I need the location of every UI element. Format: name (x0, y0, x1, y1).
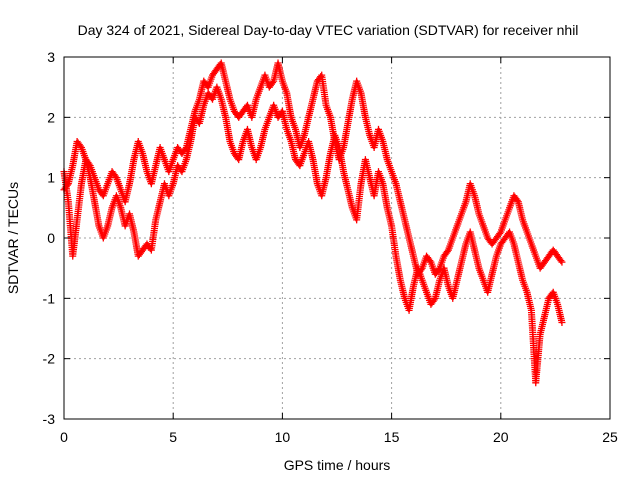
ticks: 0 5 10 15 20 25 -3 -2 -1 0 1 2 3 (43, 49, 618, 445)
data-point (269, 79, 277, 87)
y-tick-label: 1 (47, 170, 55, 186)
x-tick-label: 20 (493, 429, 509, 445)
data-point (76, 142, 84, 150)
data-point (426, 257, 434, 265)
x-axis-label: GPS time / hours (284, 457, 391, 473)
y-tick-label: -3 (43, 411, 56, 427)
y-tick-label: -2 (43, 351, 56, 367)
data-point (496, 229, 504, 237)
data-point (558, 318, 566, 326)
y-tick-label: -1 (43, 290, 56, 306)
chart-title: Day 324 of 2021, Sidereal Day-to-day VTE… (78, 22, 579, 38)
data-points (60, 59, 566, 387)
x-tick-label: 5 (169, 429, 177, 445)
series-2 (60, 83, 566, 387)
x-tick-label: 25 (602, 429, 618, 445)
x-tick-label: 0 (60, 429, 68, 445)
y-tick-label: 0 (47, 230, 55, 246)
x-tick-label: 15 (384, 429, 400, 445)
y-tick-label: 2 (47, 109, 55, 125)
data-point (513, 196, 521, 204)
data-point (430, 296, 438, 304)
x-tick-label: 10 (275, 429, 291, 445)
plot-frame (63, 56, 611, 420)
y-tick-label: 3 (47, 49, 55, 65)
data-point (558, 258, 566, 266)
data-point (557, 257, 565, 265)
y-axis-label: SDTVAR / TECUs (5, 182, 21, 294)
data-point (111, 172, 119, 180)
series-1 (60, 59, 566, 278)
data-point (443, 248, 451, 256)
